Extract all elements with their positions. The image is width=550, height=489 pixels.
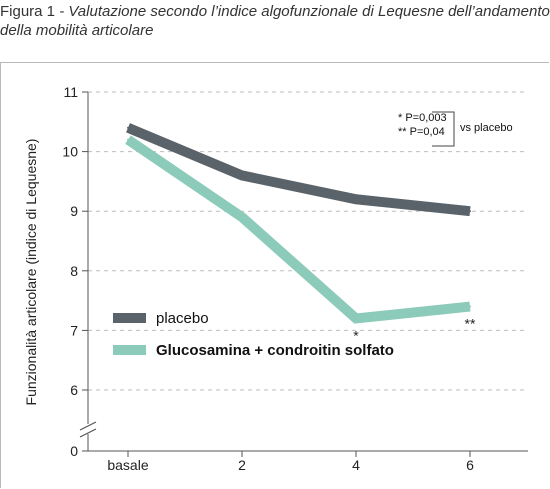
chart-frame (0, 62, 549, 488)
x-tick-label: 4 (352, 457, 360, 473)
x-tick-label: 6 (466, 457, 474, 473)
series-line (125, 135, 471, 324)
data-point (469, 305, 471, 308)
y-axis-label: Funzionalità articolare (indice di Leque… (23, 139, 39, 406)
caption-lead: Figura 1 (0, 3, 56, 20)
significance-asterisk: ** (465, 316, 476, 332)
y-tick-label: 7 (70, 322, 78, 338)
legend-label: Glucosamina + condroitin solfato (156, 342, 394, 359)
axis-break-mark (79, 421, 97, 431)
caption-text: - Valutazione secondo l’indice algofunzi… (0, 3, 550, 39)
series-line (126, 123, 471, 217)
data-point (241, 216, 243, 219)
legend-label: placebo (156, 310, 209, 327)
y-tick-label: 8 (70, 263, 78, 279)
significance-line: * P=0,003 (398, 112, 447, 124)
data-point (355, 198, 357, 201)
data-point (127, 126, 129, 129)
axis-break-mark (79, 428, 97, 438)
significance-bracket (432, 111, 455, 147)
significance-label: vs placebo (460, 122, 513, 134)
y-tick-label: 0 (70, 443, 78, 459)
data-point (127, 138, 129, 141)
y-tick-label: 10 (62, 144, 78, 160)
data-point (355, 317, 357, 320)
significance-asterisk: * (353, 327, 359, 343)
y-tick-label: 11 (63, 84, 78, 100)
data-point (469, 210, 471, 213)
x-tick-label: basale (107, 457, 148, 473)
figure-caption: Figura 1 - Valutazione secondo l’indice … (0, 2, 550, 40)
data-point (241, 174, 243, 177)
y-tick-label: 9 (70, 203, 78, 219)
y-tick-label: 6 (70, 382, 78, 398)
x-tick-label: 2 (238, 457, 246, 473)
significance-line: ** P=0,04 (398, 126, 445, 138)
